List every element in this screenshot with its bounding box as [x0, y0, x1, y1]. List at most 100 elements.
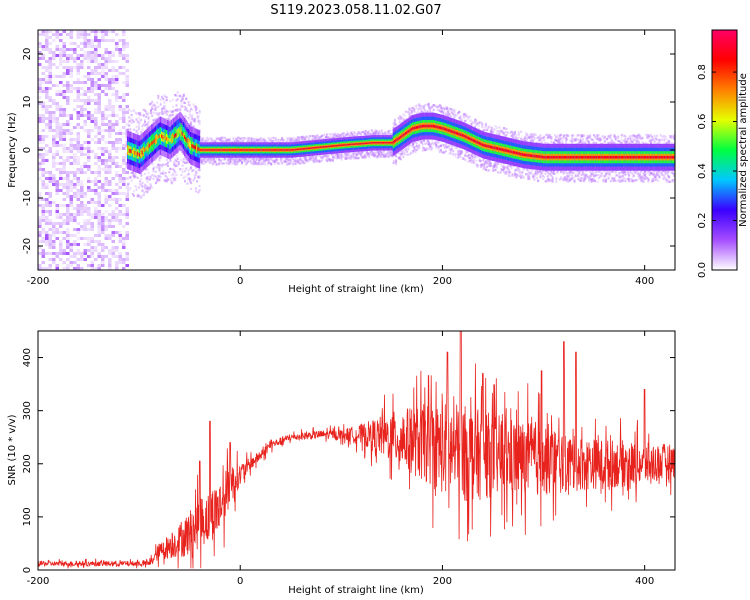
- noise-cell: [55, 102, 59, 105]
- noise-cell: [97, 186, 101, 189]
- ridge-halo: [144, 186, 146, 190]
- ridge-halo: [128, 182, 131, 185]
- noise-cell: [38, 222, 42, 225]
- noise-cell: [90, 30, 94, 33]
- ridge-band: [358, 143, 361, 145]
- noise-cell: [59, 246, 63, 249]
- ridge-halo: [177, 162, 180, 165]
- ridge-halo: [167, 118, 169, 121]
- ridge-halo: [213, 159, 216, 162]
- noise-cell: [90, 45, 94, 48]
- ridge-band: [336, 144, 339, 147]
- ridge-halo: [255, 137, 258, 141]
- ridge-halo: [367, 131, 370, 134]
- noise-cell: [111, 81, 115, 84]
- noise-cell: [104, 63, 108, 66]
- noise-cell: [90, 264, 94, 267]
- ridge-halo: [317, 160, 320, 163]
- ridge-halo: [313, 135, 316, 138]
- noise-cell: [87, 66, 91, 69]
- noise-cell: [62, 249, 66, 252]
- noise-cell: [80, 147, 84, 150]
- noise-cell: [55, 186, 59, 189]
- ridge-halo: [173, 163, 176, 166]
- noise-cell: [101, 147, 105, 150]
- ridge-halo: [191, 108, 194, 111]
- ridge-halo: [328, 159, 331, 162]
- ridge-halo: [219, 138, 222, 142]
- noise-cell: [104, 33, 108, 36]
- ridge-halo: [173, 178, 176, 181]
- ridge-halo: [335, 152, 338, 156]
- noise-cell: [101, 231, 105, 234]
- noise-cell: [69, 189, 73, 192]
- ridge-band: [176, 131, 179, 136]
- ridge-band: [198, 147, 201, 152]
- noise-cell: [108, 198, 112, 201]
- noise-cell: [87, 177, 91, 180]
- noise-cell: [38, 168, 42, 171]
- noise-cell: [55, 183, 59, 186]
- noise-cell: [55, 126, 59, 129]
- noise-cell: [125, 255, 129, 258]
- ridge-halo: [300, 159, 303, 162]
- ridge-halo: [163, 110, 166, 113]
- ridge-halo: [136, 132, 139, 135]
- ridge-halo: [130, 117, 133, 120]
- noise-cell: [62, 222, 66, 225]
- ridge-halo: [136, 120, 139, 123]
- ridge-halo: [145, 110, 148, 113]
- noise-cell: [59, 174, 63, 177]
- ridge-band: [154, 137, 157, 142]
- ridge-band: [252, 149, 254, 151]
- noise-cell: [41, 138, 45, 141]
- noise-cell: [69, 198, 73, 201]
- noise-cell: [66, 204, 70, 207]
- ridge-halo: [148, 183, 151, 186]
- ridge-halo: [366, 134, 368, 137]
- noise-cell: [69, 216, 73, 219]
- noise-cell: [115, 261, 119, 264]
- noise-cell: [52, 63, 56, 66]
- noise-cell: [108, 213, 112, 216]
- noise-cell: [55, 267, 59, 270]
- noise-cell: [87, 117, 91, 120]
- ridge-halo: [248, 157, 251, 160]
- ridge-halo: [304, 137, 307, 140]
- ridge-halo: [173, 179, 176, 182]
- ridge-band: [184, 135, 186, 139]
- ridge-band: [237, 149, 239, 151]
- ridge-halo: [219, 137, 222, 140]
- ridge-halo: [315, 159, 317, 163]
- noise-cell: [94, 120, 98, 123]
- noise-cell: [62, 237, 66, 240]
- noise-cell: [87, 168, 91, 171]
- noise-cell: [69, 72, 73, 75]
- noise-cell: [69, 141, 73, 144]
- ridge-band: [357, 143, 360, 145]
- ridge-halo: [319, 135, 322, 138]
- ridge-halo: [133, 120, 135, 123]
- ridge-halo: [310, 158, 313, 161]
- noise-cell: [62, 51, 66, 54]
- noise-cell: [76, 141, 80, 144]
- noise-cell: [52, 138, 56, 141]
- noise-cell: [87, 135, 91, 138]
- noise-cell: [45, 69, 49, 72]
- noise-cell: [94, 153, 98, 156]
- noise-cell: [59, 138, 63, 141]
- noise-cell: [55, 231, 59, 234]
- ridge-halo: [133, 176, 135, 179]
- noise-cell: [87, 222, 91, 225]
- ridge-halo: [370, 149, 373, 152]
- ridge-halo: [239, 157, 242, 160]
- noise-cell: [108, 225, 112, 228]
- ridge-halo: [154, 170, 157, 173]
- ridge-halo: [311, 137, 314, 140]
- ridge-halo: [363, 156, 366, 159]
- ridge-band: [323, 146, 326, 148]
- noise-cell: [45, 105, 49, 108]
- noise-cell: [55, 189, 59, 192]
- ridge-halo: [270, 162, 273, 165]
- ridge-halo: [224, 158, 226, 161]
